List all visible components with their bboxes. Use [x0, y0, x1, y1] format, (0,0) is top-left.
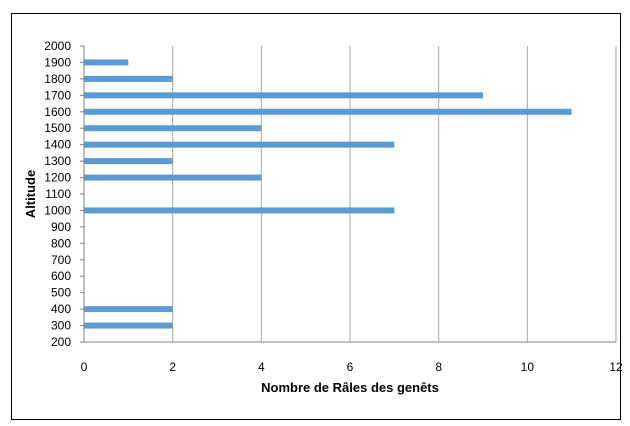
- x-tick-label-4: 4: [258, 360, 265, 374]
- x-tick-label-8: 8: [435, 360, 442, 374]
- x-tick-label-2: 2: [169, 360, 176, 374]
- bar-1900: [84, 59, 129, 66]
- y-tick-label-1800: 1800: [44, 72, 71, 86]
- bar-300: [84, 322, 173, 329]
- y-axis-title: Altitude: [23, 170, 38, 218]
- bars: [84, 59, 572, 329]
- y-tick-label-1100: 1100: [45, 187, 71, 201]
- y-tick-label-2000: 2000: [44, 39, 71, 53]
- bar-1400: [84, 141, 395, 148]
- gridlines: [172, 46, 617, 342]
- y-tick-label-1000: 1000: [44, 203, 71, 217]
- x-tick-label-10: 10: [521, 360, 535, 374]
- x-axis-title: Nombre de Râles des genêts: [261, 380, 439, 395]
- y-tick-label-1300: 1300: [44, 154, 71, 168]
- bar-400: [84, 306, 173, 313]
- y-tick-label-200: 200: [51, 335, 71, 349]
- x-tick-label-6: 6: [347, 360, 354, 374]
- y-tick-label-500: 500: [51, 286, 71, 300]
- y-tick-labels: 200 300 400 500 600 700 800 900 1000 1100 1200 1300…: [44, 39, 84, 349]
- bar-1500: [84, 125, 262, 132]
- y-tick-label-800: 800: [51, 236, 71, 250]
- x-tick-labels: 0 2 4 6 8 10 12: [81, 360, 623, 374]
- y-tick-label-900: 900: [51, 220, 71, 234]
- y-tick-label-600: 600: [51, 269, 71, 283]
- y-tick-label-1400: 1400: [44, 138, 71, 152]
- y-tick-label-1500: 1500: [44, 121, 71, 135]
- bar-1600: [84, 108, 572, 115]
- x-tick-label-12: 12: [609, 360, 623, 374]
- y-tick-label-1600: 1600: [44, 105, 71, 119]
- y-tick-label-700: 700: [51, 253, 71, 267]
- x-tick-label-0: 0: [81, 360, 88, 374]
- bar-1700: [84, 92, 483, 99]
- y-tick-label-1700: 1700: [44, 88, 71, 102]
- bar-1200: [84, 174, 262, 181]
- bar-1800: [84, 75, 173, 82]
- y-tick-label-400: 400: [51, 302, 71, 316]
- bar-1300: [84, 158, 173, 165]
- bar-1000: [84, 207, 395, 214]
- y-tick-label-1200: 1200: [44, 171, 71, 185]
- y-tick-label-300: 300: [51, 319, 71, 333]
- y-tick-label-1900: 1900: [44, 55, 71, 69]
